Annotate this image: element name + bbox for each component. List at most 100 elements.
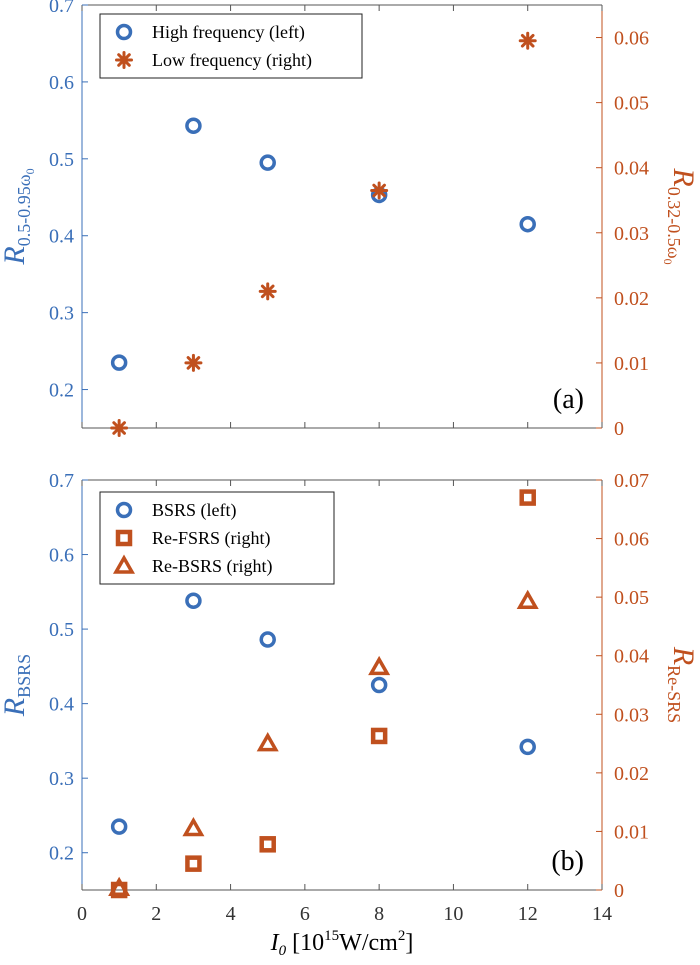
left-tick-label: 0.2 [49, 843, 74, 865]
left-tick-label: 0.2 [49, 380, 74, 402]
ylabel-subsub: 0 [661, 259, 675, 265]
right-tick-label: 0.05 [614, 587, 649, 609]
xlabel-main: I [270, 930, 280, 956]
legend-box [99, 13, 363, 79]
data-point [256, 732, 279, 752]
xlabel-rest: [10 [286, 930, 324, 956]
legend-marker [112, 554, 136, 574]
ylabel-sub: 0.5-0.95ω [14, 174, 34, 246]
xlabel-sub: 0 [279, 943, 287, 959]
series-circle [110, 117, 536, 371]
data-point [370, 676, 388, 694]
left-tick-label: 0.4 [49, 226, 74, 248]
ylabel-main: R [667, 167, 700, 186]
data-point [185, 592, 202, 610]
left-tick-label: 0.5 [49, 619, 74, 641]
panel-label: (b) [551, 846, 584, 877]
ylabel-sub: Re-SRS [664, 665, 684, 723]
asterisk-stroke [372, 183, 386, 198]
right-tick-label: 0.04 [614, 646, 649, 668]
data-point [182, 816, 205, 837]
xlabel-sup: 2 [398, 928, 406, 944]
data-point [370, 727, 388, 745]
asterisk-stroke [186, 356, 201, 370]
series-triangle [108, 589, 539, 896]
left-y-axis-label: RBSRS [0, 654, 34, 717]
data-point [259, 836, 276, 853]
data-point [368, 655, 391, 676]
left-y-axis-label: R0.5-0.95ω0 [0, 168, 37, 265]
right-tick-label: 0.06 [614, 28, 649, 50]
xlabel-sup: 15 [324, 928, 339, 944]
right-tick-label: 0.04 [614, 158, 649, 180]
left-tick-label: 0.7 [49, 0, 74, 17]
data-point [110, 419, 129, 437]
left-tick-label: 0.7 [49, 470, 74, 492]
right-tick-label: 0.07 [614, 470, 649, 492]
data-point [185, 117, 202, 134]
right-y-axis-label: RRe-SRS [664, 646, 700, 723]
legend-marker [115, 23, 133, 41]
series-circle [110, 592, 536, 835]
data-point [516, 589, 539, 609]
data-point [259, 154, 276, 171]
data-point [519, 738, 536, 756]
legend-entry: Low frequency (right) [152, 50, 312, 71]
legend-entry: High frequency (left) [152, 22, 305, 43]
ylabel-subsub: 0 [23, 168, 37, 174]
legend-entry: BSRS (left) [152, 500, 237, 521]
right-tick-label: 0.03 [614, 704, 649, 726]
x-axis-title: I0 [1015W/cm2] [270, 928, 414, 959]
x-tick-label: 14 [592, 903, 612, 925]
left-tick-label: 0.6 [49, 545, 74, 567]
ylabel-main: R [667, 646, 700, 665]
right-tick-label: 0.01 [614, 821, 649, 843]
right-tick-label: 0.02 [614, 288, 649, 310]
data-point [519, 215, 536, 233]
x-tick-label: 0 [77, 903, 87, 925]
left-tick-label: 0.5 [49, 149, 74, 171]
right-y-axis-label: R0.32-0.5ω0 [661, 167, 700, 264]
data-point [518, 31, 537, 50]
panel-b: 0 2 4 6 8 10 12 14 0.2 0.3 0.4 0.5 0.6 0.7 0 0.01 0.02 0.… [0, 470, 700, 959]
legend: BSRS (left) Re-FSRS (right) Re-BSRS (right… [99, 491, 335, 585]
data-point [108, 876, 131, 896]
right-tick-label: 0 [614, 880, 624, 902]
ylabel-main: R [0, 246, 31, 265]
left-tick-label: 0.4 [49, 694, 74, 716]
legend-marker [115, 529, 133, 547]
left-tick-label: 0.3 [49, 303, 74, 325]
data-point [259, 631, 276, 648]
data-point [258, 282, 277, 301]
x-tick-label: 4 [226, 903, 236, 925]
panel-label: (a) [553, 384, 584, 415]
right-tick-label: 0.01 [614, 353, 649, 375]
left-tick-label: 0.6 [49, 72, 74, 94]
data-point [110, 354, 128, 371]
right-tick-label: 0.03 [614, 223, 649, 245]
data-point [519, 489, 536, 506]
series-asterisk [110, 31, 537, 437]
xlabel-rest: W/cm [339, 930, 398, 956]
ylabel-sub: 0.32-0.5ω [664, 187, 684, 259]
x-tick-label: 2 [151, 903, 161, 925]
legend-marker [115, 51, 133, 69]
data-point [185, 855, 202, 872]
x-tick-label: 8 [374, 903, 384, 925]
legend-box [99, 491, 335, 585]
asterisk-stroke [112, 421, 126, 435]
asterisk-stroke [117, 53, 131, 67]
data-point [184, 353, 203, 372]
ylabel-sub: BSRS [14, 654, 34, 698]
legend: High frequency (left) Low frequency (righ… [99, 13, 363, 79]
panel-a: 0.2 0.3 0.4 0.5 0.6 0.7 0 0.01 0.02 0.03 0.04 0.05 0… [0, 0, 700, 440]
data-point [110, 818, 128, 835]
left-tick-label: 0.3 [49, 768, 74, 790]
data-point [370, 181, 389, 200]
asterisk-stroke [260, 284, 275, 299]
x-tick-label: 12 [518, 903, 538, 925]
xlabel-rest: ] [405, 930, 413, 956]
legend-entry: Re-BSRS (right) [152, 556, 273, 577]
x-tick-label: 10 [443, 903, 463, 925]
